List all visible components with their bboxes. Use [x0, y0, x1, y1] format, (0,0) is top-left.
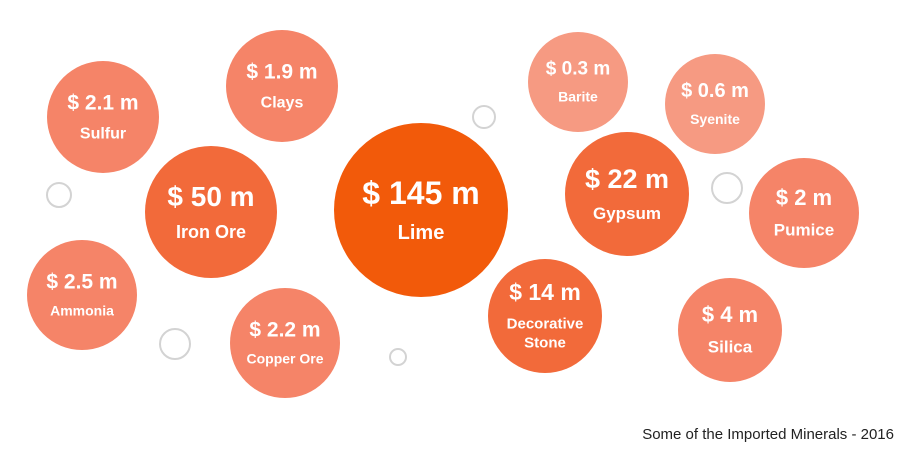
bubble-ammonia: $ 2.5 m Ammonia: [27, 240, 137, 350]
bubble-clays: $ 1.9 m Clays: [226, 30, 338, 142]
bubble-circle: [334, 123, 508, 297]
bubble-category-label: Copper Ore: [246, 351, 323, 367]
bubble-category-label: Pumice: [774, 221, 834, 240]
bubble-value-label: $ 50 m: [167, 181, 254, 212]
bubble-value-label: $ 2.5 m: [46, 270, 117, 293]
bubble-value-label: $ 14 m: [509, 279, 581, 305]
chart-caption: Some of the Imported Minerals - 2016: [642, 426, 894, 443]
bubble-value-label: $ 1.9 m: [246, 60, 317, 83]
bubble-category-label: Stone: [524, 335, 566, 352]
decorative-ring: [389, 348, 407, 366]
decorative-ring: [159, 328, 191, 360]
bubble-value-label: $ 2.2 m: [249, 318, 320, 341]
bubble-value-label: $ 22 m: [585, 164, 669, 194]
bubble-category-label: Barite: [558, 89, 598, 105]
bubble-gypsum: $ 22 m Gypsum: [565, 132, 689, 256]
bubble-category-label: Gypsum: [593, 204, 661, 223]
bubble-circle: [488, 259, 602, 373]
bubble-circle: [226, 30, 338, 142]
bubble-category-label: Iron Ore: [176, 222, 246, 242]
bubble-circle: [678, 278, 782, 382]
bubble-category-label: Sulfur: [80, 126, 126, 143]
bubble-circle: [145, 146, 277, 278]
decorative-ring: [472, 105, 496, 129]
bubble-value-label: $ 0.3 m: [546, 59, 610, 80]
bubble-value-label: $ 2 m: [776, 185, 832, 210]
bubble-circle: [665, 54, 765, 154]
bubble-silica: $ 4 m Silica: [678, 278, 782, 382]
bubble-barite: $ 0.3 m Barite: [528, 32, 628, 132]
decorative-ring: [711, 172, 743, 204]
bubble-circle: [565, 132, 689, 256]
bubble-category-label: Syenite: [690, 111, 740, 127]
bubble-category-label: Clays: [261, 95, 304, 112]
bubble-circle: [47, 61, 159, 173]
bubble-pumice: $ 2 m Pumice: [749, 158, 859, 268]
bubble-value-label: $ 145 m: [362, 175, 479, 211]
bubble-decorative-stone: $ 14 m Decorative Stone: [488, 259, 602, 373]
bubble-category-label: Lime: [398, 222, 445, 244]
bubble-category-label: Silica: [708, 338, 753, 357]
bubble-sulfur: $ 2.1 m Sulfur: [47, 61, 159, 173]
bubble-circle: [528, 32, 628, 132]
bubble-iron-ore: $ 50 m Iron Ore: [145, 146, 277, 278]
bubble-category-label: Decorative: [507, 316, 584, 333]
bubble-syenite: $ 0.6 m Syenite: [665, 54, 765, 154]
bubble-lime: $ 145 m Lime: [334, 123, 508, 297]
bubble-category-label: Ammonia: [50, 303, 114, 319]
bubble-value-label: $ 2.1 m: [67, 91, 138, 114]
bubble-circle: [749, 158, 859, 268]
bubble-circle: [27, 240, 137, 350]
decorative-ring: [46, 182, 72, 208]
bubble-value-label: $ 4 m: [702, 302, 758, 327]
bubble-circle: [230, 288, 340, 398]
bubble-copper-ore: $ 2.2 m Copper Ore: [230, 288, 340, 398]
bubble-value-label: $ 0.6 m: [681, 80, 749, 102]
